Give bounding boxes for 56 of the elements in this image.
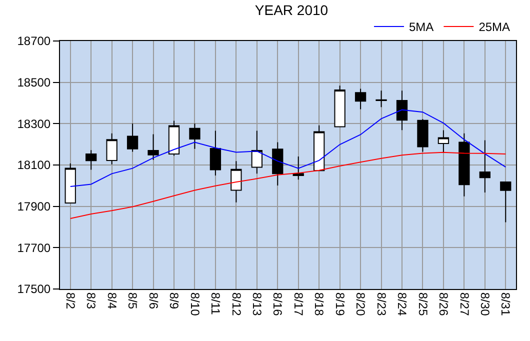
candlestick	[64, 162, 76, 204]
x-tick-label: 8/12	[229, 292, 244, 316]
candlestick	[189, 122, 200, 150]
x-tick-label: 8/17	[291, 292, 306, 316]
y-tick-label: 18100	[17, 158, 51, 172]
x-tick-label: 8/25	[416, 292, 430, 316]
candlestick	[479, 140, 490, 193]
candlestick	[126, 122, 138, 152]
y-tick-label: 18700	[17, 34, 51, 48]
x-tick-label: 8/19	[332, 292, 347, 316]
x-tick-label: 8/13	[250, 292, 264, 316]
candlestick	[251, 130, 262, 174]
y-tick-label: 18300	[17, 116, 51, 131]
x-tick-label: 8/4	[104, 292, 119, 310]
x-tick-label: 8/24	[395, 292, 410, 316]
candlestick	[438, 130, 450, 153]
legend-label: 5MA	[409, 20, 434, 34]
x-tick-label: 8/20	[354, 292, 368, 316]
x-tick-label: 8/9	[167, 292, 182, 310]
candlestick	[396, 90, 408, 131]
x-tick-label: 8/26	[436, 292, 451, 316]
x-tick-label: 8/23	[374, 292, 388, 316]
legend-label: 25MA	[478, 20, 510, 34]
x-tick-label: 8/2	[63, 292, 78, 310]
candlestick	[354, 88, 366, 110]
x-tick-label: 8/18	[312, 292, 326, 316]
candlestick	[314, 124, 325, 172]
x-tick-label: 8/3	[84, 292, 98, 310]
candlestick	[458, 132, 470, 197]
line-series	[70, 109, 506, 187]
candlestick	[86, 150, 97, 170]
candlestick	[168, 120, 180, 156]
candlestick	[500, 181, 512, 223]
x-tick-label: 8/10	[188, 292, 202, 316]
candlestick	[230, 160, 242, 203]
y-tick-label: 18500	[17, 76, 51, 90]
x-tick-label: 8/27	[457, 292, 472, 316]
candlestick	[376, 90, 387, 108]
candlestick	[334, 85, 346, 128]
x-tick-label: 8/30	[478, 292, 492, 316]
x-tick-label: 8/5	[126, 292, 140, 310]
x-tick-label: 8/11	[208, 292, 223, 316]
x-tick-label: 8/31	[498, 292, 513, 316]
y-tick-label: 17500	[17, 282, 51, 296]
line-series	[70, 152, 506, 220]
candlestick	[272, 142, 284, 186]
candlestick	[148, 134, 159, 160]
x-tick-label: 8/6	[146, 292, 160, 310]
y-tick-label: 17900	[17, 200, 51, 214]
x-tick-label: 8/16	[270, 292, 285, 316]
candlestick	[106, 132, 118, 165]
candlestick	[417, 118, 428, 152]
candlestick	[292, 156, 304, 180]
y-tick-label: 17700	[17, 240, 51, 255]
chart-title: YEAR 2010	[254, 2, 328, 18]
candlestick	[210, 130, 222, 176]
